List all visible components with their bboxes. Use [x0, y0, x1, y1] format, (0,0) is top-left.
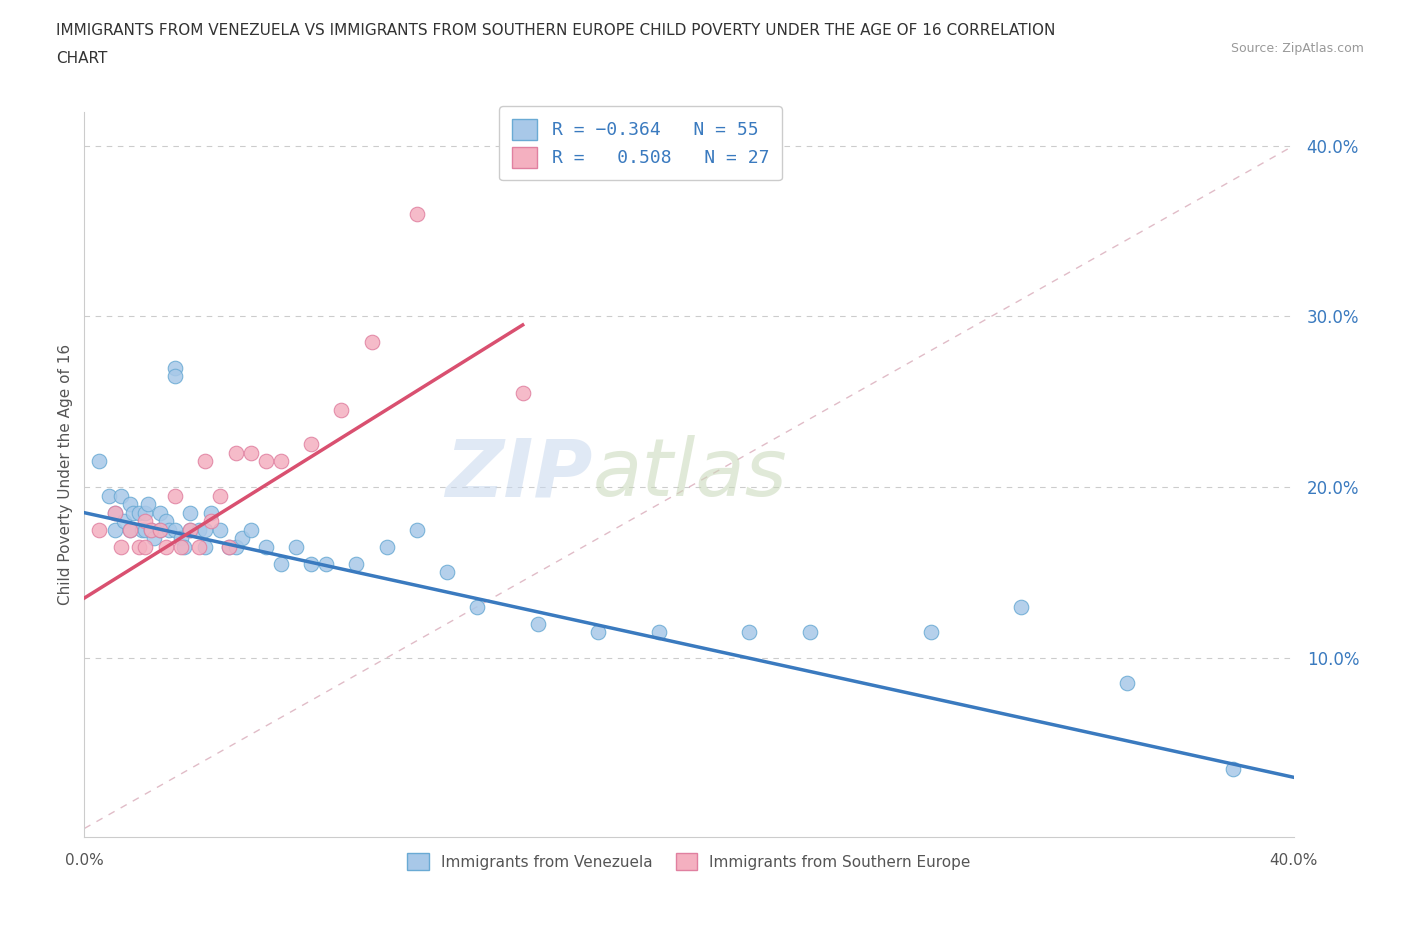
Point [346, 556, 368, 571]
Point [406, 206, 429, 221]
Point [118, 523, 141, 538]
Point [112, 513, 135, 528]
Point [118, 497, 141, 512]
Point [142, 531, 165, 546]
Point [165, 368, 187, 383]
Point [285, 539, 308, 554]
Point [170, 531, 193, 546]
Point [97, 488, 120, 503]
Point [104, 505, 127, 520]
Y-axis label: Child Poverty Under the Age of 16: Child Poverty Under the Age of 16 [58, 344, 73, 604]
Point [134, 513, 156, 528]
Point [110, 488, 132, 503]
Point [194, 454, 217, 469]
Point [139, 523, 162, 538]
Point [360, 335, 382, 350]
Point [149, 523, 172, 538]
Point [254, 454, 277, 469]
Point [165, 488, 187, 503]
Point [149, 505, 172, 520]
Point [231, 531, 253, 546]
Point [330, 403, 353, 418]
Point [179, 523, 201, 538]
Point [134, 505, 156, 520]
Point [155, 513, 177, 528]
Point [588, 625, 610, 640]
Point [1222, 762, 1244, 777]
Point [89, 454, 111, 469]
Point [170, 539, 193, 554]
Point [218, 539, 240, 554]
Text: Source: ZipAtlas.com: Source: ZipAtlas.com [1230, 42, 1364, 55]
Point [165, 523, 187, 538]
Point [104, 505, 127, 520]
Point [512, 386, 534, 401]
Point [270, 556, 292, 571]
Legend: Immigrants from Venezuela, Immigrants from Southern Europe: Immigrants from Venezuela, Immigrants fr… [401, 846, 977, 876]
Point [270, 454, 292, 469]
Point [200, 505, 222, 520]
Point [299, 556, 322, 571]
Point [1011, 599, 1033, 614]
Point [110, 539, 132, 554]
Point [375, 539, 398, 554]
Point [121, 505, 143, 520]
Point [134, 523, 156, 538]
Point [315, 556, 337, 571]
Point [209, 488, 232, 503]
Point [149, 523, 172, 538]
Point [188, 523, 211, 538]
Point [139, 523, 162, 538]
Text: 0.0%: 0.0% [65, 853, 104, 868]
Point [225, 539, 247, 554]
Point [406, 523, 429, 538]
Point [1116, 676, 1139, 691]
Point [225, 445, 247, 460]
Point [179, 523, 201, 538]
Point [155, 539, 177, 554]
Point [131, 523, 153, 538]
Point [254, 539, 277, 554]
Point [648, 625, 671, 640]
Point [118, 523, 141, 538]
Point [200, 513, 222, 528]
Point [239, 445, 262, 460]
Point [436, 565, 458, 580]
Text: atlas: atlas [592, 435, 787, 513]
Point [299, 437, 322, 452]
Point [218, 539, 240, 554]
Point [188, 539, 211, 554]
Point [165, 360, 187, 375]
Point [467, 599, 489, 614]
Point [239, 523, 262, 538]
Point [157, 523, 180, 538]
Point [799, 625, 821, 640]
Point [136, 497, 159, 512]
Point [194, 523, 217, 538]
Point [128, 505, 150, 520]
Point [194, 539, 217, 554]
Point [89, 523, 111, 538]
Point [179, 505, 201, 520]
Text: IMMIGRANTS FROM VENEZUELA VS IMMIGRANTS FROM SOUTHERN EUROPE CHILD POVERTY UNDER: IMMIGRANTS FROM VENEZUELA VS IMMIGRANTS … [56, 23, 1056, 38]
Text: ZIP: ZIP [444, 435, 592, 513]
Point [920, 625, 942, 640]
Point [173, 539, 195, 554]
Point [738, 625, 761, 640]
Point [209, 523, 232, 538]
Text: CHART: CHART [56, 51, 108, 66]
Point [104, 523, 127, 538]
Text: 40.0%: 40.0% [1270, 853, 1317, 868]
Point [134, 539, 156, 554]
Point [128, 539, 150, 554]
Point [527, 617, 550, 631]
